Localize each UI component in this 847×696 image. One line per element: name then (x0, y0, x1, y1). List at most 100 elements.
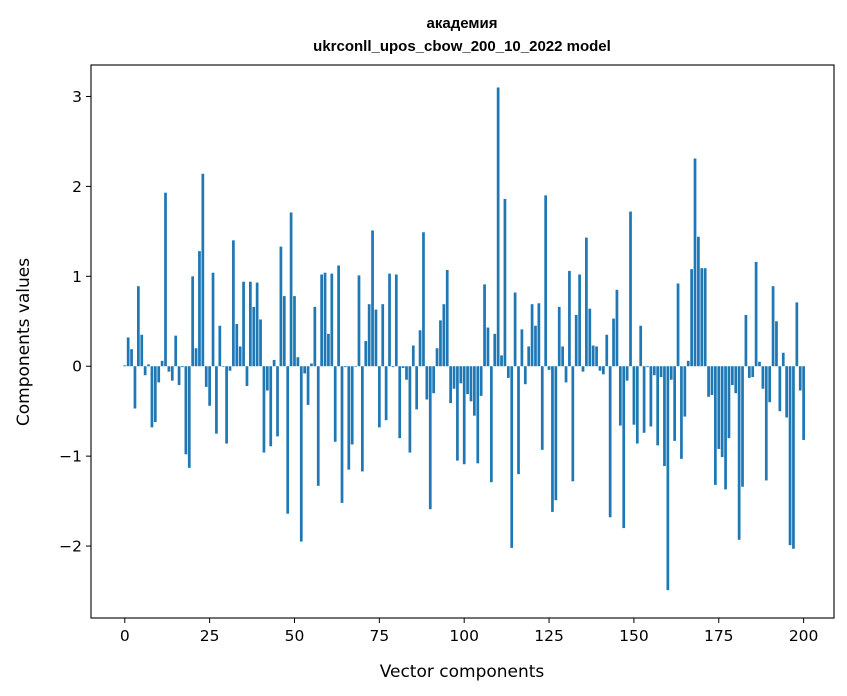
bar-59 (323, 272, 327, 367)
x-axis-label: Vector components (380, 662, 545, 682)
bar-166 (686, 360, 690, 367)
bar-0 (123, 365, 127, 367)
bar-121 (534, 325, 537, 367)
bar-63 (337, 265, 340, 367)
bar-123 (540, 366, 544, 450)
bar-95 (445, 270, 449, 367)
bar-28 (218, 325, 222, 367)
bar-32 (232, 240, 235, 367)
x-tick-label: 75 (369, 627, 389, 645)
bar-50 (293, 296, 296, 367)
bar-100 (462, 366, 466, 465)
bar-173 (710, 366, 714, 395)
bar-140 (598, 366, 602, 371)
bar-77 (384, 366, 388, 421)
bar-136 (585, 237, 588, 367)
bar-200 (802, 366, 805, 440)
bar-183 (744, 314, 748, 367)
bar-168 (693, 158, 697, 367)
bar-154 (646, 366, 649, 368)
bar-71 (364, 341, 368, 367)
bar-108 (489, 366, 493, 483)
bar-133 (574, 314, 578, 367)
bar-167 (690, 269, 693, 367)
bar-171 (703, 268, 707, 367)
bar-43 (269, 366, 273, 447)
bar-114 (510, 366, 514, 548)
bar-165 (683, 366, 687, 417)
bar-29 (221, 366, 225, 367)
bar-24 (204, 366, 208, 387)
bar-17 (181, 366, 184, 368)
bar-137 (588, 308, 592, 367)
bar-12 (164, 192, 167, 367)
bar-187 (758, 361, 761, 367)
bar-55 (310, 363, 313, 367)
bar-160 (666, 366, 670, 591)
bar-37 (249, 281, 252, 367)
bar-84 (408, 366, 412, 453)
x-tick-label: 200 (789, 627, 819, 645)
bar-57 (316, 366, 320, 486)
bar-64 (340, 366, 344, 503)
bar-23 (201, 173, 205, 367)
bar-188 (761, 366, 765, 389)
bar-155 (649, 366, 653, 427)
bar-164 (680, 366, 683, 459)
bar-151 (635, 366, 639, 444)
bar-156 (652, 366, 656, 376)
bar-157 (656, 366, 660, 446)
bar-90 (428, 366, 432, 510)
bar-87 (418, 330, 422, 367)
bar-34 (238, 346, 242, 367)
bar-152 (639, 325, 643, 367)
bar-83 (405, 366, 408, 380)
bar-176 (720, 366, 724, 458)
bar-170 (700, 268, 704, 367)
bar-172 (707, 366, 710, 397)
bar-138 (591, 345, 595, 367)
bar-22 (198, 251, 201, 367)
bar-69 (357, 275, 361, 367)
bar-144 (612, 318, 615, 367)
bar-122 (537, 303, 541, 367)
bar-30 (225, 366, 228, 444)
bar-178 (727, 366, 731, 439)
bar-79 (391, 366, 395, 368)
y-tick-label: 0 (72, 358, 82, 376)
bar-21 (194, 348, 198, 367)
bar-35 (242, 281, 245, 367)
bar-143 (608, 366, 612, 518)
bar-93 (439, 320, 442, 367)
x-tick-label: 150 (619, 627, 649, 645)
bar-110 (496, 87, 500, 367)
bar-184 (747, 366, 751, 378)
x-tick-label: 50 (285, 627, 305, 645)
bar-98 (456, 366, 459, 461)
bar-72 (367, 304, 371, 367)
bar-52 (299, 366, 303, 542)
bar-147 (622, 366, 626, 529)
bar-33 (235, 323, 239, 367)
bar-92 (435, 348, 439, 367)
bar-6 (143, 366, 147, 376)
bar-89 (425, 366, 429, 400)
bar-48 (286, 366, 290, 514)
bars-group (123, 87, 805, 591)
bar-41 (262, 366, 266, 453)
bar-196 (788, 366, 792, 546)
bar-96 (449, 366, 452, 404)
bar-131 (568, 270, 571, 367)
bar-61 (330, 273, 334, 367)
bar-62 (333, 366, 337, 442)
bar-179 (730, 366, 734, 386)
bar-106 (483, 284, 486, 367)
bar-27 (215, 366, 218, 434)
bar-127 (554, 366, 558, 501)
bar-58 (320, 274, 323, 367)
bar-39 (255, 282, 259, 367)
bar-101 (466, 366, 469, 395)
x-tick-label: 175 (704, 627, 734, 645)
bar-105 (479, 366, 483, 396)
plot-frame (90, 64, 835, 619)
